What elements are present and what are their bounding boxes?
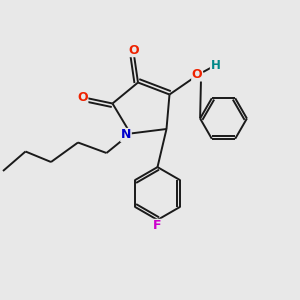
Text: O: O (128, 44, 139, 57)
Text: N: N (121, 128, 131, 142)
Text: O: O (192, 68, 203, 81)
Text: O: O (77, 91, 88, 104)
Text: H: H (211, 58, 220, 72)
Text: F: F (153, 219, 162, 232)
